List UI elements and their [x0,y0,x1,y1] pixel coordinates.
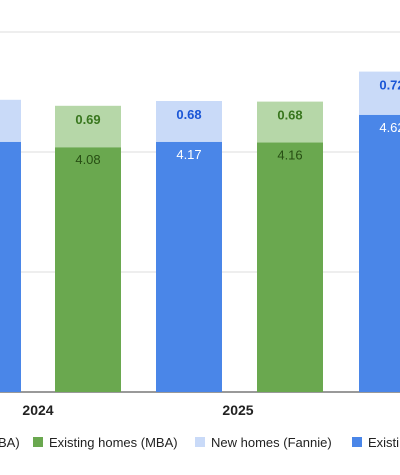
x-tick-label: 2024 [22,402,53,418]
legend-label: Existing homes (MBA) [49,435,178,450]
bar-segment-new [257,101,323,143]
legend-label: Existi [368,435,399,450]
legend-item: Existing homes (MBA) [33,435,178,450]
x-tick-labels: 2024 2025 [22,402,253,418]
legend-swatch [195,437,205,447]
data-label-new: 0.68 [176,107,201,122]
bar-segment-new [156,101,222,142]
data-label-new: 0.68 [277,108,302,123]
bars: 0.69 4.08 0.68 4.17 0.68 4.16 0.72 4.62 [0,71,400,393]
data-label-existing: 4.08 [75,152,100,167]
legend-swatch [352,437,362,447]
data-label-new: 0.69 [75,112,100,127]
bar-segment-existing [0,141,21,392]
bar-segment-new [55,105,121,148]
legend-label: BA) [0,435,20,450]
bar-segment-new [0,99,21,142]
data-label-new: 0.72 [379,78,400,93]
legend-item: BA) [0,435,20,450]
legend: BA) Existing homes (MBA) New homes (Fannie… [0,435,399,450]
legend-label: New homes (Fannie) [211,435,332,450]
legend-item: New homes (Fannie) [195,435,332,450]
data-label-existing: 4.62 [379,120,400,135]
bar-segment-existing [359,114,400,393]
bar-segment-existing [55,147,121,392]
x-tick-label: 2025 [222,402,253,418]
data-label-existing: 4.16 [277,147,302,162]
bar-segment-new [359,71,400,115]
data-label-existing: 4.17 [176,147,201,162]
bar-segment-existing [257,142,323,392]
legend-swatch [33,437,43,447]
bar-segment-existing [156,141,222,392]
legend-item: Existi [352,435,399,450]
